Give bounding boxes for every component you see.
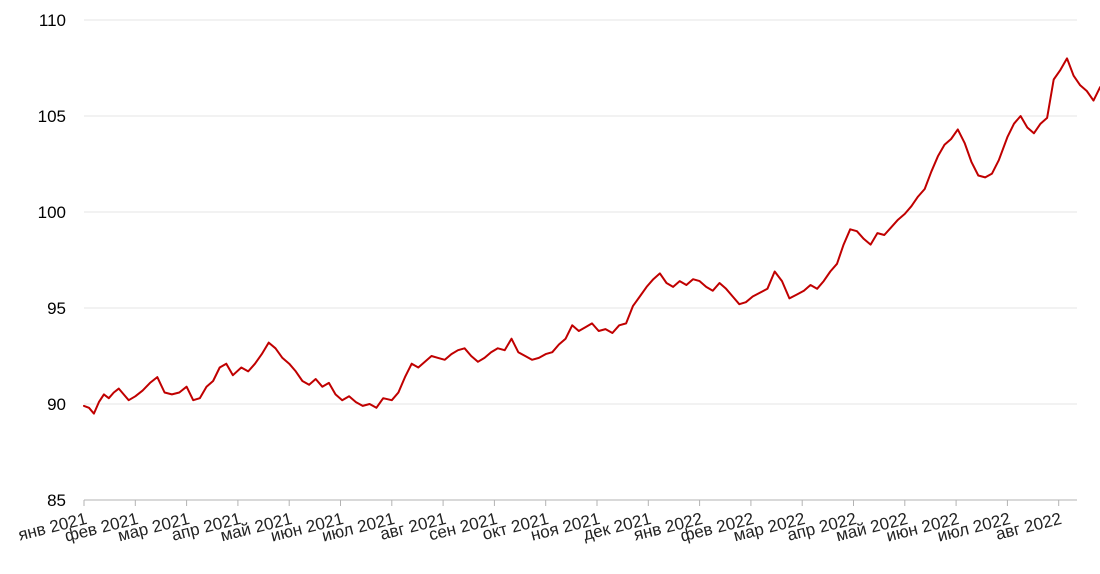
- gridlines: [84, 19, 1077, 405]
- y-tick-label: 100: [38, 203, 66, 222]
- y-axis: 85 90 95 100 105 110: [38, 11, 66, 510]
- series-group: [83, 57, 1100, 415]
- y-tick-label: 90: [47, 395, 66, 414]
- y-tick-label: 105: [38, 107, 66, 126]
- y-tick-label: 85: [47, 491, 66, 510]
- y-tick-label: 110: [39, 11, 66, 30]
- y-tick-label: 95: [47, 299, 66, 318]
- series-line-0: [83, 57, 1100, 415]
